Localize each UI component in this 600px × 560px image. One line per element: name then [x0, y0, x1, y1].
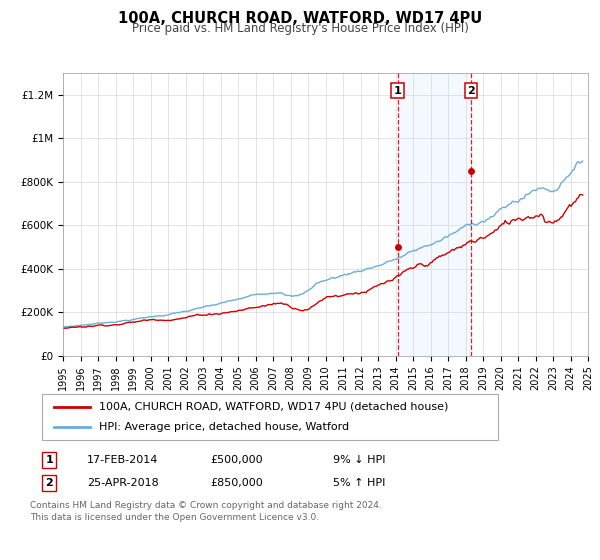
Point	[466, 166, 476, 175]
Text: This data is licensed under the Open Government Licence v3.0.: This data is licensed under the Open Gov…	[30, 513, 319, 522]
Text: HPI: Average price, detached house, Watford: HPI: Average price, detached house, Watf…	[99, 422, 349, 432]
Text: 100A, CHURCH ROAD, WATFORD, WD17 4PU (detached house): 100A, CHURCH ROAD, WATFORD, WD17 4PU (de…	[99, 402, 448, 412]
Point	[393, 242, 403, 251]
Text: 100A, CHURCH ROAD, WATFORD, WD17 4PU: 100A, CHURCH ROAD, WATFORD, WD17 4PU	[118, 11, 482, 26]
Text: 9% ↓ HPI: 9% ↓ HPI	[333, 455, 386, 465]
Bar	[398, 73, 471, 356]
Text: Contains HM Land Registry data © Crown copyright and database right 2024.: Contains HM Land Registry data © Crown c…	[30, 501, 382, 510]
Text: 1: 1	[394, 86, 401, 96]
Text: £500,000: £500,000	[210, 455, 263, 465]
Text: 25-APR-2018: 25-APR-2018	[87, 478, 159, 488]
Text: 17-FEB-2014: 17-FEB-2014	[87, 455, 158, 465]
Text: £850,000: £850,000	[210, 478, 263, 488]
Text: 2: 2	[467, 86, 475, 96]
Text: Price paid vs. HM Land Registry's House Price Index (HPI): Price paid vs. HM Land Registry's House …	[131, 22, 469, 35]
Text: 1: 1	[46, 455, 53, 465]
Text: 5% ↑ HPI: 5% ↑ HPI	[333, 478, 385, 488]
Text: 2: 2	[46, 478, 53, 488]
